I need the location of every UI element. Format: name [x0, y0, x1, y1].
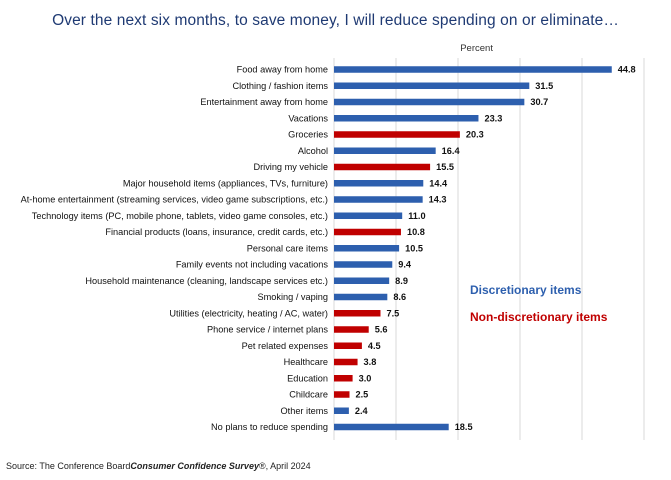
source-prefix: Source: The Conference Board — [6, 461, 131, 471]
category-label: Groceries — [288, 130, 328, 140]
bar — [334, 293, 388, 301]
data-label: 4.5 — [368, 341, 381, 351]
source-survey: Consumer Confidence Survey — [130, 461, 259, 471]
bar — [334, 147, 436, 154]
category-label: No plans to reduce spending — [211, 422, 328, 432]
data-label: 8.6 — [393, 292, 406, 302]
data-label: 44.8 — [618, 65, 636, 75]
data-label: 15.5 — [436, 162, 454, 172]
data-label: 2.4 — [355, 406, 369, 416]
bar — [334, 261, 393, 268]
data-label: 20.3 — [466, 130, 484, 140]
data-label: 10.8 — [407, 227, 425, 237]
bar — [334, 196, 423, 203]
category-label: Major household items (appliances, TVs, … — [123, 178, 328, 188]
data-label: 30.7 — [530, 97, 548, 107]
category-label: Technology items (PC, mobile phone, tabl… — [32, 211, 328, 221]
bar — [334, 407, 349, 414]
bar — [334, 375, 353, 382]
data-label: 18.5 — [455, 422, 473, 432]
category-label: Household maintenance (cleaning, landsca… — [85, 276, 328, 286]
data-label: 7.5 — [387, 308, 400, 318]
category-label: Personal care items — [247, 243, 329, 253]
chart-title: Over the next six months, to save money,… — [52, 12, 619, 29]
bar — [334, 212, 403, 219]
category-label: Utilities (electricity, heating / AC, wa… — [169, 308, 328, 318]
data-label: 23.3 — [484, 113, 502, 123]
category-label: At-home entertainment (streaming service… — [21, 195, 328, 205]
category-label: Childcare — [289, 390, 328, 400]
source-suffix: ®, April 2024 — [258, 461, 311, 471]
data-label: 9.4 — [398, 260, 412, 270]
data-label: 11.0 — [408, 211, 425, 221]
bar — [334, 358, 358, 366]
bar — [334, 115, 479, 122]
data-label: 8.9 — [395, 276, 408, 286]
data-label: 5.6 — [375, 325, 388, 335]
bar — [334, 180, 424, 187]
bar — [334, 245, 400, 252]
data-label: 10.5 — [405, 243, 423, 253]
category-label: Driving my vehicle — [253, 162, 328, 172]
category-label: Smoking / vaping — [258, 292, 328, 302]
bar — [334, 228, 401, 236]
bar — [334, 342, 362, 349]
bar — [334, 82, 530, 89]
category-label: Entertainment away from home — [200, 97, 328, 107]
data-label: 14.4 — [429, 178, 448, 188]
bar — [334, 310, 381, 317]
category-label: Other items — [281, 406, 329, 416]
source-note: Source: The Conference BoardConsumer Con… — [6, 461, 311, 471]
data-label: 16.4 — [442, 146, 461, 156]
bar — [334, 277, 390, 284]
legend-non-discretionary: Non-discretionary items — [470, 310, 608, 324]
bar — [334, 98, 525, 106]
category-label: Alcohol — [298, 146, 328, 156]
category-label: Education — [287, 373, 328, 383]
category-label: Vacations — [288, 113, 328, 123]
data-label: 14.3 — [429, 195, 447, 205]
category-label: Healthcare — [284, 357, 328, 367]
x-axis-label: Percent — [460, 43, 493, 54]
category-label: Food away from home — [237, 65, 328, 75]
category-label: Pet related expenses — [242, 341, 329, 351]
bar — [334, 163, 431, 171]
bar — [334, 423, 449, 431]
legend-discretionary: Discretionary items — [470, 283, 582, 297]
data-label: 3.0 — [359, 373, 372, 383]
data-label: 31.5 — [535, 81, 553, 91]
category-label: Phone service / internet plans — [207, 325, 328, 335]
bar — [334, 131, 460, 138]
data-label: 3.8 — [364, 357, 377, 367]
category-label: Clothing / fashion items — [233, 81, 329, 91]
bar — [334, 391, 350, 398]
category-label: Family events not including vacations — [176, 260, 329, 270]
bar — [334, 326, 369, 333]
category-label: Financial products (loans, insurance, cr… — [105, 227, 328, 237]
data-label: 2.5 — [356, 390, 369, 400]
bar — [334, 66, 612, 73]
